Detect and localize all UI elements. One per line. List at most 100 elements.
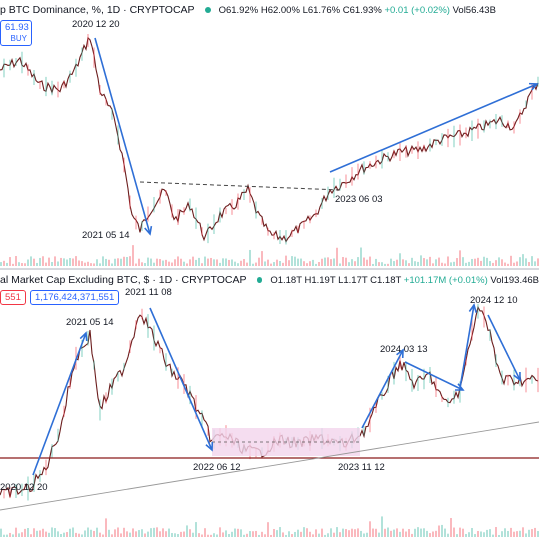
top-volume-bar	[276, 259, 278, 266]
bottom-symbol-title[interactable]: al Market Cap Excluding BTC, $	[0, 274, 150, 286]
top-volume-bar	[258, 257, 260, 266]
bottom-volume-bar	[516, 531, 518, 537]
top-volume-bar	[96, 259, 98, 266]
bottom-sell-button[interactable]: 551	[0, 290, 26, 305]
bottom-volume-bar	[387, 527, 389, 537]
bottom-volume-bar	[27, 528, 29, 537]
total-market-cap-ex-btc-pane[interactable]: al Market Cap Excluding BTC, $ · 1D · CR…	[0, 270, 539, 539]
top-volume-bar	[228, 259, 230, 266]
top-volume-bar	[384, 263, 386, 266]
bottom-volume-bar	[471, 528, 473, 537]
bottom-volume-bar	[411, 533, 413, 537]
top-volume-bar	[33, 258, 35, 266]
bottom-arrow-2-head	[205, 441, 214, 452]
top-volume-bar	[507, 263, 509, 266]
bottom-volume-bar	[144, 533, 146, 537]
bottom-volume-bar	[504, 528, 506, 537]
top-volume-bar	[93, 263, 95, 266]
top-volume-bar	[435, 259, 437, 266]
top-volume-bar	[207, 258, 209, 266]
top-uptrend-arrow	[329, 83, 538, 173]
bottom-volume-bar	[309, 531, 311, 537]
bottom-volume-bar	[453, 527, 455, 537]
top-volume-bar	[15, 256, 17, 266]
top-low: L61.76%	[302, 4, 341, 16]
bottom-volume-bar	[111, 534, 113, 537]
top-volume-bar	[18, 262, 20, 266]
top-volume-bar	[249, 249, 251, 266]
bottom-volume-bar	[426, 530, 428, 537]
top-volume-bar	[291, 256, 293, 266]
bottom-volume-bar	[219, 527, 221, 537]
top-volume-bar	[198, 257, 200, 266]
top-volume-bar	[102, 256, 104, 266]
pane-separator[interactable]	[0, 268, 539, 270]
bottom-buy-price: 1,176,424,371,551	[35, 292, 115, 303]
top-volume-bar	[0, 262, 2, 266]
bottom-volume-bar	[153, 527, 155, 537]
bottom-arrow-6	[487, 314, 521, 381]
top-volume-bar	[294, 256, 296, 266]
top-volume-bar	[375, 258, 377, 266]
bottom-volume-bar	[228, 534, 230, 537]
bottom-volume-bar	[447, 533, 449, 537]
bottom-volume-bar	[444, 528, 446, 537]
bottom-volume-bar	[348, 530, 350, 537]
top-volume-bar	[57, 261, 59, 266]
bottom-volume-bar	[525, 533, 527, 537]
btc-dominance-pane[interactable]: p BTC Dominance, %, 1D · CRYPTOCAP O61.9…	[0, 0, 539, 268]
top-volume-bar	[201, 263, 203, 266]
bottom-interval[interactable]: 1D	[158, 274, 173, 286]
bottom-volume-bar	[180, 531, 182, 537]
top-volume-bar	[261, 251, 263, 266]
top-open: O61.92%	[218, 4, 259, 16]
bottom-volume-bar	[438, 525, 440, 537]
bottom-volume-bar	[366, 532, 368, 537]
bottom-volume-bar	[441, 524, 443, 537]
top-buy-price: 61.93	[5, 22, 29, 33]
top-resistance-line	[139, 181, 341, 191]
bottom-volume-bar	[489, 529, 491, 537]
top-interval[interactable]: 1D	[106, 4, 121, 16]
bottom-volume-bar	[9, 532, 11, 537]
top-volume-bar	[525, 258, 527, 266]
top-legend: p BTC Dominance, %, 1D · CRYPTOCAP O61.9…	[0, 4, 496, 16]
top-volume-bar	[504, 262, 506, 266]
bottom-arrow-2	[149, 307, 213, 451]
bottom-volume-bar	[498, 534, 500, 537]
bottom-arrow-5-head	[468, 303, 478, 313]
bottom-volume-bar	[360, 530, 362, 537]
top-volume-bar	[117, 258, 119, 266]
bottom-volume-bar	[324, 534, 326, 537]
top-price-chart[interactable]: 2020 12 20 2021 05 14 2023 06 03	[0, 0, 539, 268]
top-volume-bar	[441, 262, 443, 266]
top-volume-bar	[108, 259, 110, 266]
top-volume-bar	[480, 260, 482, 266]
top-volume-bar	[342, 257, 344, 266]
bottom-volume-bar	[396, 528, 398, 537]
bottom-price-chart[interactable]: 2020 12 20 2021 05 14 2021 11 08 2022 06 12…	[0, 270, 539, 539]
bottom-buy-button[interactable]: 1,176,424,371,551	[30, 290, 120, 305]
bottom-volume-bar	[78, 533, 80, 537]
top-symbol-title[interactable]: p BTC Dominance, %	[0, 4, 101, 16]
top-volume-bar	[66, 259, 68, 266]
bottom-volume-bar	[48, 532, 50, 537]
top-volume-bar	[405, 260, 407, 266]
top-volume-bar	[243, 259, 245, 266]
bottom-volume-bar	[123, 527, 125, 537]
bottom-volume-bar	[450, 518, 452, 537]
top-volume-bar	[171, 262, 173, 266]
bottom-volume-bar	[75, 532, 77, 537]
top-volume-bar	[36, 262, 38, 266]
top-volume-bar	[204, 256, 206, 266]
bottom-volume-bar	[429, 533, 431, 537]
top-volume-bar	[474, 258, 476, 266]
top-source: CRYPTOCAP	[129, 4, 195, 16]
bottom-volume-bar	[177, 534, 179, 537]
top-price-line	[0, 36, 539, 243]
top-volume-bar	[528, 262, 530, 266]
top-buy-button[interactable]: 61.93 BUY	[0, 20, 32, 46]
bottom-volume-bar	[483, 532, 485, 537]
top-volume-bar	[219, 262, 221, 266]
bottom-volume-bar	[168, 528, 170, 537]
